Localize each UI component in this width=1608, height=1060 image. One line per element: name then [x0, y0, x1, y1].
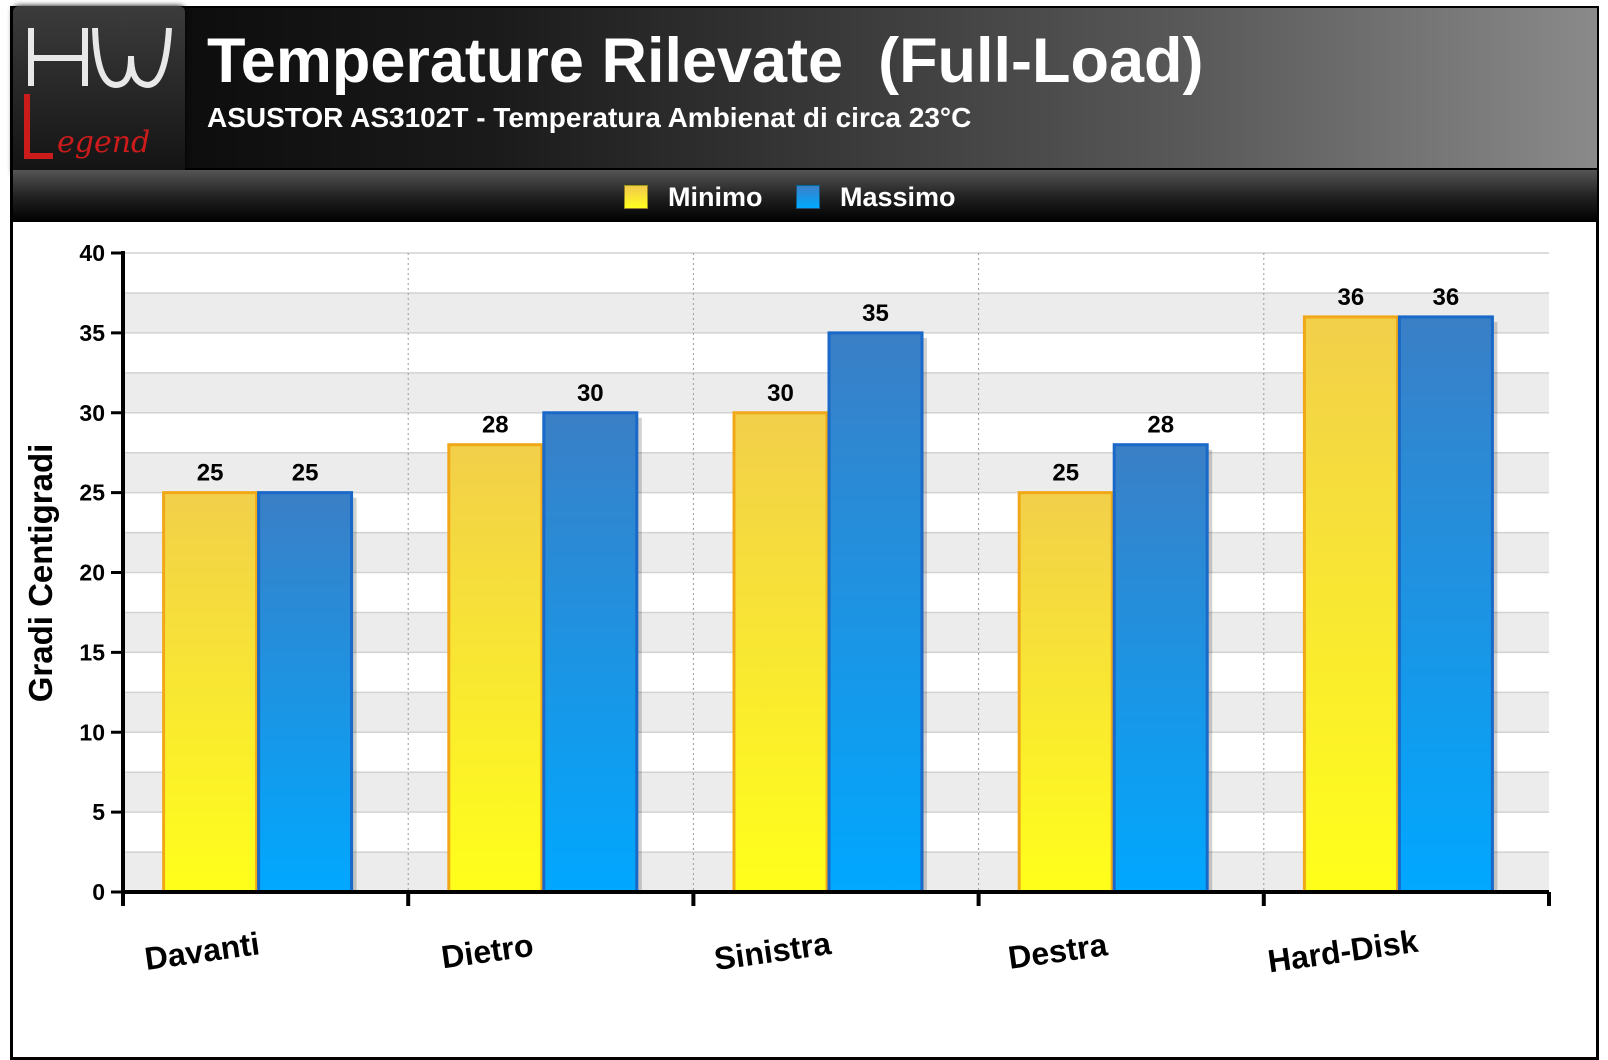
- y-tick-label-15: 15: [79, 639, 105, 665]
- data-label-massimo-destra: 28: [1147, 412, 1174, 439]
- y-tick-label-40: 40: [79, 240, 105, 266]
- legend-label-minimo: Minimo: [668, 181, 763, 212]
- x-tick-label-sinistra: Sinistra: [712, 925, 833, 977]
- legend-label-massimo: Massimo: [840, 181, 956, 212]
- y-tick-label-35: 35: [79, 320, 105, 346]
- data-label-minimo-hard-disk: 36: [1338, 284, 1365, 311]
- legend-swatch-massimo: [796, 185, 820, 209]
- bar-massimo-dietro: [542, 411, 639, 894]
- x-tick-label-davanti: Davanti: [142, 925, 261, 977]
- y-tick-label-0: 0: [92, 879, 105, 905]
- data-label-massimo-hard-disk: 36: [1433, 284, 1460, 311]
- data-label-minimo-destra: 25: [1052, 460, 1079, 487]
- bar-minimo-davanti: [162, 491, 259, 894]
- y-tick-label-30: 30: [79, 400, 105, 426]
- data-label-massimo-sinistra: 35: [862, 300, 889, 327]
- chart-title: Temperature Rilevate (Full-Load): [207, 26, 1204, 96]
- chart-header: [13, 8, 1597, 170]
- x-tick-label-destra: Destra: [1006, 926, 1110, 976]
- y-tick-label-10: 10: [79, 719, 105, 745]
- data-label-minimo-davanti: 25: [197, 460, 224, 487]
- svg-text:egend: egend: [57, 125, 150, 160]
- bar-minimo-destra: [1017, 491, 1114, 894]
- data-label-massimo-dietro: 30: [577, 380, 604, 407]
- legend-item-minimo: Minimo: [624, 182, 763, 212]
- legend-item-massimo: Massimo: [796, 182, 956, 212]
- bar-minimo-sinistra: [732, 411, 829, 894]
- bar-massimo-davanti: [257, 491, 354, 894]
- hw-legend-logo: egend: [13, 6, 185, 176]
- x-tick-label-hard-disk: Hard-Disk: [1266, 923, 1421, 980]
- bar-minimo-hard-disk: [1302, 315, 1399, 894]
- chart-subtitle: ASUSTOR AS3102T - Temperatura Ambienat d…: [207, 102, 972, 133]
- y-tick-label-25: 25: [79, 480, 105, 506]
- data-label-massimo-davanti: 25: [292, 460, 319, 487]
- data-label-minimo-dietro: 28: [482, 412, 509, 439]
- bar-massimo-destra: [1112, 443, 1209, 894]
- legend-swatch-minimo: [624, 185, 648, 209]
- bar-minimo-dietro: [447, 443, 544, 894]
- y-axis-title: Gradi Centigradi: [22, 444, 59, 703]
- x-tick-label-dietro: Dietro: [439, 927, 536, 976]
- data-label-minimo-sinistra: 30: [767, 380, 794, 407]
- y-tick-label-20: 20: [79, 560, 105, 586]
- bar-massimo-sinistra: [827, 331, 924, 894]
- y-tick-label-5: 5: [92, 799, 105, 825]
- bar-massimo-hard-disk: [1397, 315, 1494, 894]
